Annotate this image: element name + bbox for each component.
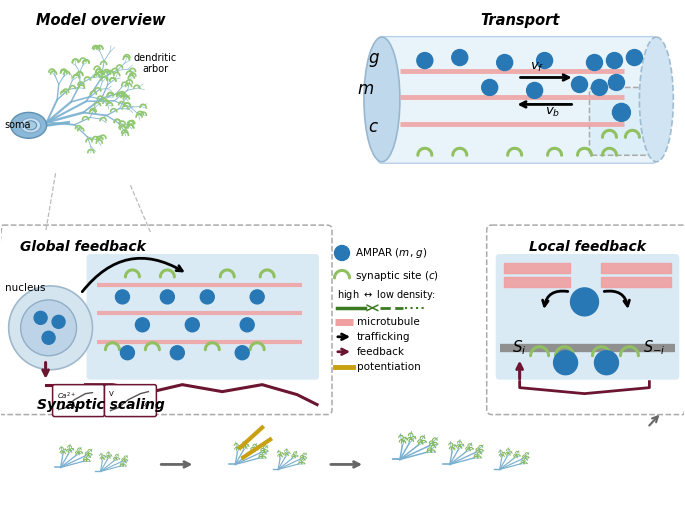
Circle shape — [595, 351, 619, 374]
FancyBboxPatch shape — [86, 254, 319, 380]
FancyBboxPatch shape — [378, 36, 656, 163]
Text: dendritic
arbor: dendritic arbor — [134, 52, 177, 74]
Text: Global feedback: Global feedback — [20, 240, 145, 254]
FancyBboxPatch shape — [53, 385, 105, 417]
Circle shape — [235, 346, 249, 360]
Circle shape — [608, 74, 625, 90]
Circle shape — [452, 50, 468, 66]
Text: $\Sigma g$: $\Sigma g$ — [140, 399, 151, 408]
Circle shape — [116, 290, 129, 304]
Circle shape — [121, 346, 134, 360]
Text: Model overview: Model overview — [36, 13, 165, 28]
Text: $m$: $m$ — [358, 81, 375, 98]
Circle shape — [571, 76, 588, 92]
Circle shape — [9, 286, 92, 370]
Circle shape — [612, 104, 630, 122]
FancyBboxPatch shape — [590, 87, 660, 155]
Text: microtubule: microtubule — [357, 317, 420, 327]
Text: synaptic site ($c$): synaptic site ($c$) — [355, 269, 439, 283]
Circle shape — [536, 52, 553, 69]
Circle shape — [334, 246, 349, 261]
Text: Local feedback: Local feedback — [529, 240, 646, 254]
FancyBboxPatch shape — [496, 254, 680, 380]
Text: potentiation: potentiation — [357, 362, 421, 372]
Circle shape — [591, 80, 608, 95]
FancyBboxPatch shape — [105, 385, 156, 417]
Circle shape — [250, 290, 264, 304]
Text: $g$: $g$ — [368, 50, 380, 69]
Circle shape — [417, 52, 433, 69]
Circle shape — [21, 300, 77, 356]
Ellipse shape — [639, 37, 673, 162]
Circle shape — [571, 288, 599, 316]
Text: high $\leftrightarrow$ low density:: high $\leftrightarrow$ low density: — [337, 288, 436, 302]
Text: trafficking: trafficking — [357, 332, 410, 342]
Text: Synaptic scaling: Synaptic scaling — [36, 398, 164, 411]
Text: soma: soma — [5, 121, 32, 130]
Circle shape — [553, 351, 577, 374]
Ellipse shape — [364, 37, 400, 162]
Ellipse shape — [25, 121, 36, 130]
Circle shape — [186, 318, 199, 332]
Circle shape — [171, 346, 184, 360]
Circle shape — [626, 50, 643, 66]
Circle shape — [482, 80, 498, 95]
Ellipse shape — [21, 118, 40, 133]
Text: $S_{-i}$: $S_{-i}$ — [643, 339, 666, 357]
Text: Transport: Transport — [480, 13, 560, 28]
Text: $v_b$: $v_b$ — [545, 106, 560, 120]
Circle shape — [52, 315, 65, 328]
Text: $S_i$: $S_i$ — [512, 339, 527, 357]
Circle shape — [586, 54, 603, 70]
Text: V: V — [73, 403, 78, 408]
Circle shape — [42, 331, 55, 344]
Circle shape — [34, 311, 47, 324]
Circle shape — [200, 290, 214, 304]
Circle shape — [527, 83, 543, 98]
Circle shape — [240, 318, 254, 332]
Text: AMPAR ($m$, $g$): AMPAR ($m$, $g$) — [355, 246, 427, 260]
Circle shape — [160, 290, 175, 304]
Circle shape — [497, 54, 512, 70]
Text: V: V — [108, 390, 113, 397]
Text: $c$: $c$ — [369, 119, 379, 136]
Text: $Ca^{2+}$: $Ca^{2+}$ — [57, 390, 76, 402]
Text: feedback: feedback — [357, 347, 405, 357]
Circle shape — [606, 52, 623, 69]
Text: $v_f$: $v_f$ — [530, 61, 545, 73]
Text: nucleus: nucleus — [5, 283, 45, 293]
Circle shape — [136, 318, 149, 332]
Ellipse shape — [11, 112, 47, 139]
